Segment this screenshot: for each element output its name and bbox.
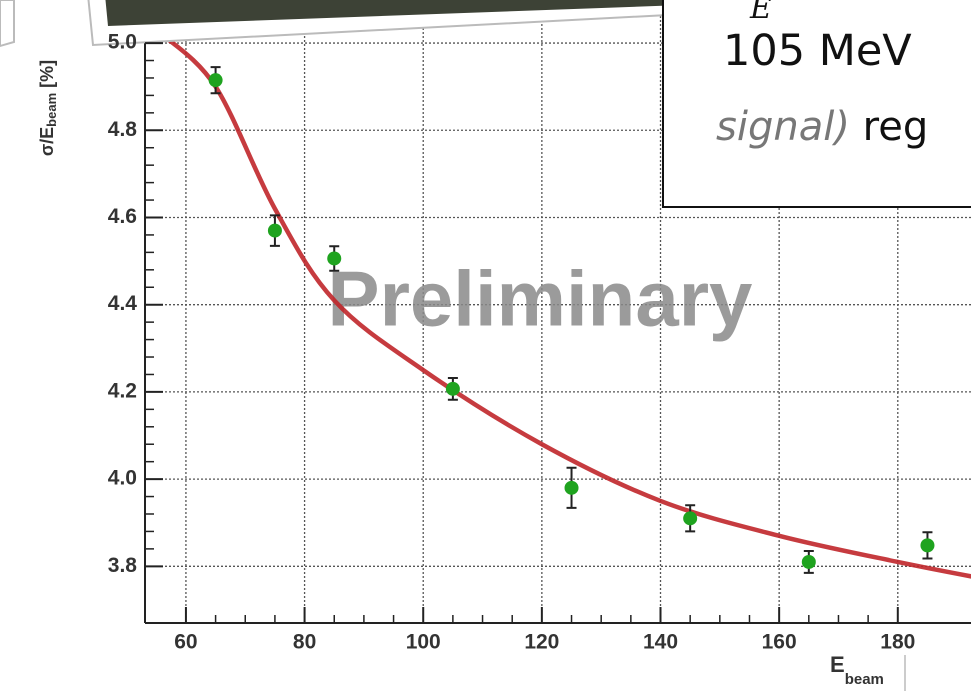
x-tick-label: 80 [293, 631, 316, 654]
annotation: 105 MeV [723, 26, 912, 76]
data-point [802, 555, 816, 569]
y-tick-label: 4.8 [108, 118, 138, 141]
x-tick-label: 120 [524, 631, 559, 654]
x-tick-label: 60 [174, 631, 197, 654]
data-point [209, 73, 223, 87]
data-point [683, 511, 697, 525]
watermark: Preliminary [328, 255, 753, 343]
data-point [920, 538, 934, 552]
annotation: signal) reg [716, 104, 928, 150]
y-tick-label: 4.2 [108, 379, 137, 402]
data-point [565, 481, 579, 495]
x-tick-label: 100 [406, 631, 441, 654]
annotation: E [749, 0, 772, 26]
photo-frame-left [0, 0, 14, 46]
data-point [327, 251, 341, 265]
x-tick-label: 140 [643, 631, 678, 654]
x-tick-label: 160 [762, 631, 797, 654]
y-tick-label: 4.0 [108, 467, 137, 490]
y-tick-label: 5.0 [108, 31, 137, 54]
y-tick-label: 4.4 [108, 292, 138, 315]
data-point [268, 224, 282, 238]
data-point [446, 382, 460, 396]
y-tick-label: 3.8 [108, 554, 138, 577]
chart: Preliminary σ/Ebeam [%] Ebeam E 105 MeV … [0, 0, 971, 691]
y-tick-label: 4.6 [108, 205, 137, 228]
x-tick-label: 180 [880, 631, 915, 654]
